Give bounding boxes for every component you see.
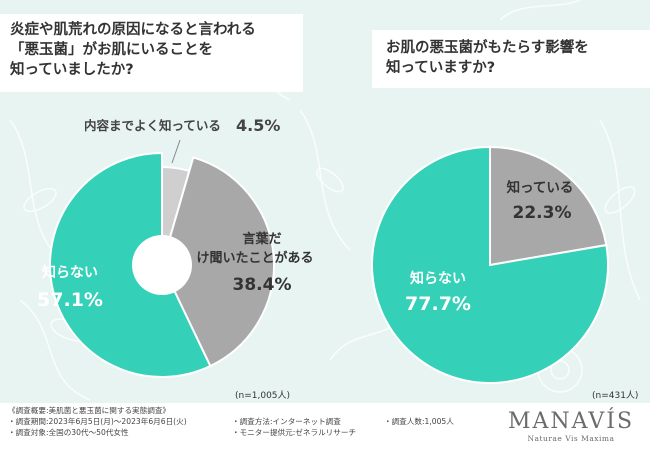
value-known-right: 22.3% xyxy=(513,203,572,223)
right-question-title: お肌の悪玉菌がもたらす影響を 知っていますか? xyxy=(372,30,650,88)
right-title-line-1: お肌の悪玉菌がもたらす影響を xyxy=(386,40,589,56)
value-unknown-right: 77.7% xyxy=(405,293,471,315)
label-unknown-left: 知らない xyxy=(42,264,98,281)
value-unknown-left: 57.1% xyxy=(37,289,103,311)
right-title-line-2: 知っていますか? xyxy=(386,60,496,76)
value-well-known: 4.5% xyxy=(236,116,280,135)
left-title-line-1: 炎症や肌荒れの原因になると言われる xyxy=(10,22,256,38)
right-sample-size: (n=431人) xyxy=(592,391,639,401)
pie-0-slice-1 xyxy=(160,156,275,368)
survey-count: ・調査人数:1,005人 xyxy=(384,417,454,426)
pie-1-slice-0 xyxy=(489,145,608,267)
value-heard: 38.4% xyxy=(233,275,292,295)
survey-target: ・調査対象:全国の30代〜50代女性 xyxy=(8,428,129,437)
label-heard-line-2: け聞いたことがある xyxy=(196,250,313,266)
survey-period: ・調査期間:2023年6月5日(月)〜2023年6月6日(火) xyxy=(8,417,187,426)
label-unknown-right: 知らない xyxy=(410,270,466,287)
pie-1-slice-1 xyxy=(371,145,609,384)
pie-0-slice-2 xyxy=(49,151,212,378)
label-known-right: 知っている xyxy=(507,179,574,196)
left-question-title: 炎症や肌荒れの原因になると言われる 「悪玉菌」がお肌にいることを 知っていました… xyxy=(0,14,303,92)
left-title-line-3: 知っていましたか? xyxy=(10,62,134,78)
left-title-line-2: 「悪玉菌」がお肌にいることを xyxy=(10,42,213,58)
label-heard-line-1: 言葉だ xyxy=(242,231,281,247)
brand-name: MANAVÍS xyxy=(507,409,635,434)
brand-logo: MANAVÍS Naturae Vis Maxima xyxy=(496,410,646,444)
survey-method: ・調査方法:インターネット調査 xyxy=(232,417,341,426)
brand-tagline: Naturae Vis Maxima xyxy=(527,434,615,443)
label-well-known: 内容までよく知っている xyxy=(84,118,221,133)
survey-provider: ・モニター提供元:ゼネラルリサーチ xyxy=(232,428,357,437)
survey-overview: 《調査概要:美肌菌と悪玉菌に関する実態調査》 xyxy=(8,406,171,415)
callout-leader-line xyxy=(171,139,181,164)
survey-footer xyxy=(0,403,650,450)
pie-0-center-hole xyxy=(132,235,192,295)
left-sample-size: (n=1,005人) xyxy=(235,391,291,401)
